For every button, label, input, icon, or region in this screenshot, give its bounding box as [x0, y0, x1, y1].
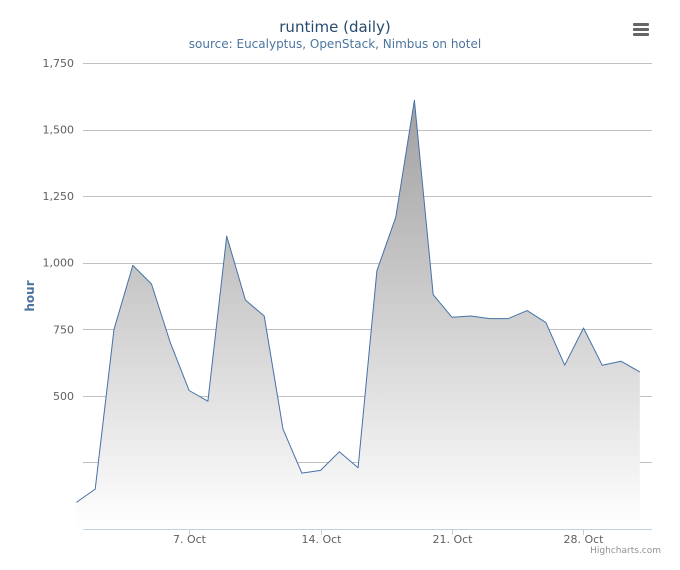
series-line	[76, 99, 641, 503]
y-tick-label: 1,500	[43, 124, 75, 137]
data-point[interactable]	[355, 465, 361, 471]
hamburger-menu-icon	[633, 23, 649, 36]
y-tick-label: 1,250	[43, 190, 75, 203]
y-axis-label: hour	[23, 280, 37, 311]
data-point[interactable]	[299, 470, 305, 476]
data-point[interactable]	[618, 358, 624, 364]
data-point[interactable]	[449, 314, 455, 320]
data-point[interactable]	[167, 340, 173, 346]
data-point[interactable]	[92, 486, 98, 492]
data-point[interactable]	[242, 297, 248, 303]
data-point[interactable]	[487, 316, 493, 322]
data-point[interactable]	[280, 426, 286, 432]
y-tick-label: 1,000	[43, 257, 75, 270]
x-tick-label: 7. Oct	[173, 533, 207, 546]
data-point[interactable]	[261, 313, 267, 319]
data-point[interactable]	[149, 281, 155, 287]
data-point[interactable]	[411, 97, 417, 103]
data-point[interactable]	[430, 292, 436, 298]
chart-title: runtime (daily)	[279, 18, 390, 36]
data-point[interactable]	[393, 214, 399, 220]
data-point[interactable]	[130, 262, 136, 268]
data-point[interactable]	[637, 369, 643, 375]
data-point[interactable]	[599, 362, 605, 368]
data-point[interactable]	[581, 325, 587, 331]
export-menu-button[interactable]	[626, 16, 656, 42]
plot-area	[73, 97, 643, 530]
data-point[interactable]	[468, 313, 474, 319]
x-tick-label: 14. Oct	[301, 533, 342, 546]
x-axis: 7. Oct 14. Oct 21. Oct 28. Oct	[83, 529, 652, 546]
area-fill	[76, 100, 640, 530]
data-point[interactable]	[336, 449, 342, 455]
x-tick-label: 21. Oct	[432, 533, 473, 546]
data-point[interactable]	[505, 316, 511, 322]
data-point[interactable]	[318, 467, 324, 473]
data-point[interactable]	[224, 233, 230, 239]
y-tick-label: 750	[53, 323, 74, 336]
data-point[interactable]	[374, 268, 380, 274]
data-point[interactable]	[543, 320, 549, 326]
chart-subtitle: source: Eucalyptus, OpenStack, Nimbus on…	[189, 37, 481, 51]
data-point[interactable]	[186, 388, 192, 394]
y-axis: 500 750 1,000 1,250 1,500 1,750	[43, 57, 75, 403]
x-tick-label: 28. Oct	[563, 533, 604, 546]
credits-link[interactable]: Highcharts.com	[590, 546, 661, 556]
y-tick-label: 500	[53, 390, 74, 403]
y-tick-label: 1,750	[43, 57, 75, 70]
data-point[interactable]	[524, 308, 530, 314]
data-point[interactable]	[205, 398, 211, 404]
data-point[interactable]	[562, 362, 568, 368]
data-point[interactable]	[73, 499, 79, 505]
data-point[interactable]	[111, 326, 117, 332]
